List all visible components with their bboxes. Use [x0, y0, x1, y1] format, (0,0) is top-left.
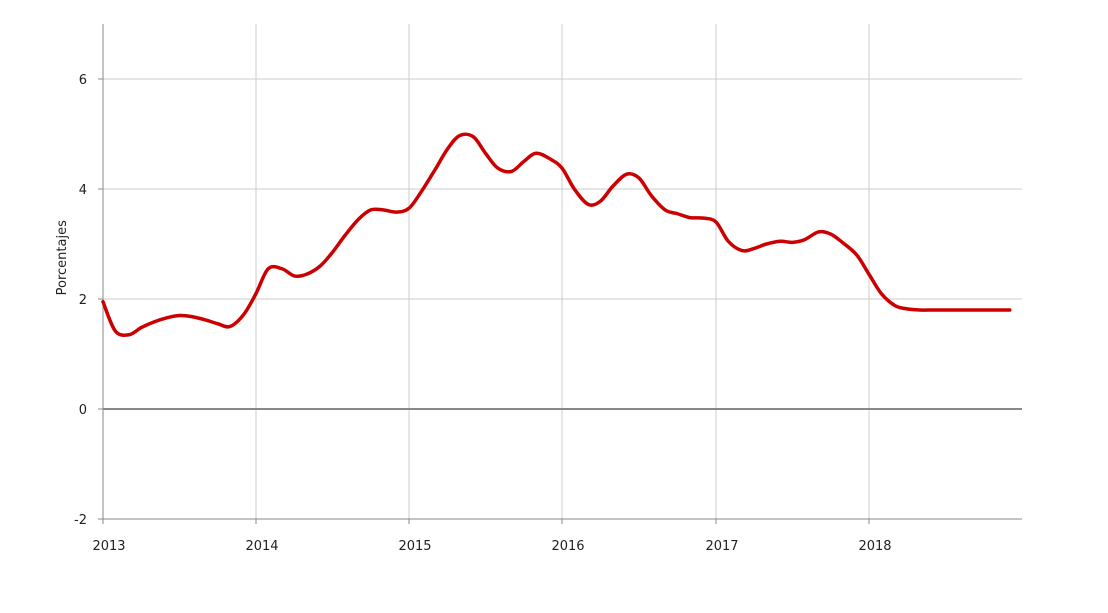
- x-tick-label: 2016: [551, 539, 584, 554]
- series-layer: [101, 132, 1012, 337]
- y-tick-label: -2: [74, 513, 87, 528]
- tick-labels: -2 0 2 4 6 2013 2014 2015 2016 2017 2018: [74, 73, 892, 554]
- y-tick-label: 6: [79, 73, 87, 88]
- series-line: [101, 132, 1012, 337]
- x-tick-label: 2017: [705, 539, 738, 554]
- x-tick-label: 2014: [245, 539, 278, 554]
- y-axis-title: Porcentajes: [55, 220, 70, 295]
- y-tick-label: 4: [79, 183, 87, 198]
- x-tick-label: 2018: [858, 539, 891, 554]
- x-tick-label: 2013: [92, 539, 125, 554]
- y-tick-label: 2: [79, 293, 87, 308]
- y-tick-label: 0: [79, 403, 87, 418]
- axes: [98, 24, 1022, 524]
- x-tick-label: 2015: [398, 539, 431, 554]
- grid-lines: [103, 24, 1022, 520]
